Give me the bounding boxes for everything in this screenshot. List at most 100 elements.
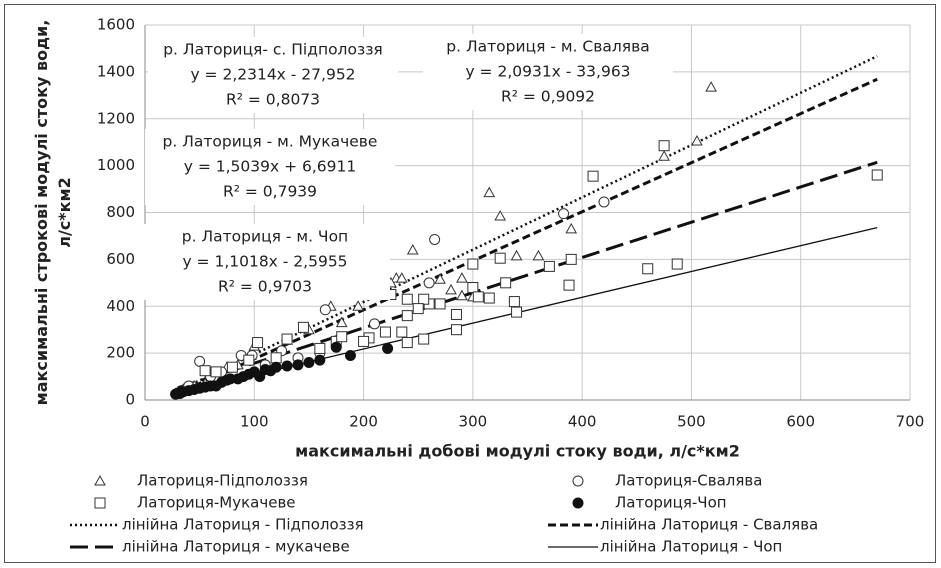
annotation: р. Латориця- с. Підполоззя [163,41,383,59]
point [456,272,468,283]
trendline [177,160,878,390]
point [254,371,266,383]
y-tick-label: 800 [106,203,135,221]
point [281,360,293,372]
point [510,249,523,261]
legend-label: лінійна Латориця - Чоп [600,538,782,556]
legend-label: лінійна Латориця - Свалява [600,516,818,534]
point [671,258,683,270]
point [314,342,326,354]
point [335,316,348,328]
legend-marker [94,474,106,486]
point [642,263,654,275]
annotation: р. Латориця - м. Чоп [182,228,348,246]
point [281,333,293,345]
point [563,279,575,291]
point [598,196,610,208]
x-tick-label: 300 [459,413,488,431]
point [224,373,236,385]
point [401,337,413,349]
x-tick-label: 0 [140,413,150,431]
y-tick-label: 1200 [97,109,135,127]
y-tick-label: 1000 [97,156,135,174]
point [379,326,391,338]
point [418,293,430,305]
annotation: y = 2,0931x - 33,963 [465,63,630,81]
x-tick-label: 500 [677,413,706,431]
annotation-box [140,224,390,300]
x-tick-label: 100 [240,413,269,431]
point [508,296,520,308]
legend-label: Латориця-Свалява [615,472,762,490]
legend-label: Латориця-Підполоззя [137,472,308,490]
point [565,222,578,234]
point [871,169,883,181]
point [658,150,670,161]
point [369,318,380,330]
point [483,186,496,198]
point [210,366,222,378]
point [243,354,255,366]
y-tick-label: 1600 [97,16,135,34]
x-tick-label: 600 [786,413,815,431]
point [265,365,277,377]
y-tick-label: 400 [106,297,135,315]
point [210,380,222,392]
annotation: р. Латориця - м. Мукачеве [163,133,378,151]
y-tick-label: 200 [106,344,135,362]
point [336,331,348,343]
point [396,326,408,338]
annotation: y = 2,2314x - 27,952 [190,66,355,84]
trendline [177,55,878,392]
x-tick-label: 700 [896,413,925,431]
x-tick-label: 400 [568,413,597,431]
point [467,258,479,270]
point [494,209,507,221]
point [406,243,419,255]
legend-label: Латориця-Мукачеве [137,494,296,512]
annotation: R² = 0,9092 [501,88,595,106]
annotation: y = 1,5039x + 6,6911 [184,158,357,176]
point [344,349,356,361]
point [352,300,364,311]
x-axis-label: максимальні добові модулі стоку води, л/… [295,442,740,461]
point [543,260,555,272]
point [532,249,545,261]
point [382,342,394,354]
point [500,277,512,289]
y-axis-label-line: л/с*км2 [55,177,74,247]
point [565,253,577,265]
point [483,292,495,304]
legend-label: Латориця-Чоп [615,494,727,512]
point [314,354,326,366]
y-tick-label: 600 [106,250,135,268]
y-tick-label: 1400 [97,62,135,80]
point [558,208,570,220]
point [252,337,264,349]
point [494,252,506,264]
point [199,365,211,377]
annotation: R² = 0,8073 [226,91,320,109]
y-axis-label-line: максимальні строкові модулі стоку води, [32,20,51,406]
point [705,81,717,92]
y-axis-label: максимальні строкові модулі стоку води, л… [32,20,74,406]
legend-label: лінійна Латориця - Підполоззя [122,516,364,534]
point [467,282,479,293]
point [194,355,206,367]
annotation: R² = 0,7939 [223,183,317,201]
point [429,233,441,245]
annotation-box [145,129,395,205]
point [303,357,315,368]
annotation: y = 1,1018x - 2,5955 [182,253,347,271]
point [270,352,282,364]
point [243,368,255,380]
point [445,283,457,295]
point [434,298,446,310]
annotation: р. Латориця - м. Свалява [446,38,649,56]
point [292,359,304,371]
point [226,361,238,373]
point [423,277,435,289]
point [401,293,413,305]
annotation-box [423,34,673,110]
